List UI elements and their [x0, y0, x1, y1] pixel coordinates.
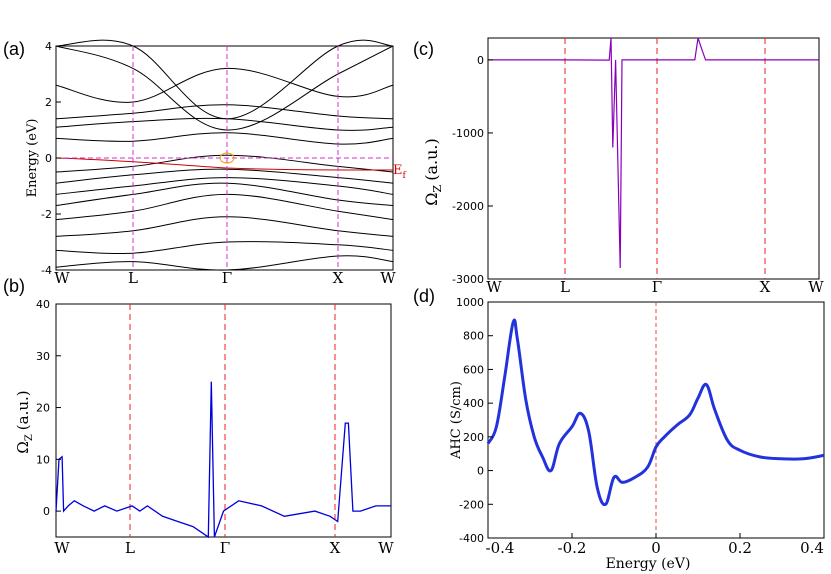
ytick-label: 2: [45, 96, 52, 109]
ytick-label: 4: [45, 40, 52, 53]
ytick-label: 400: [463, 397, 484, 410]
xtick-label: 0.2: [728, 539, 752, 557]
panel-b-curve: [55, 381, 391, 539]
band-line-7: [55, 168, 394, 184]
panel-b-yticks: 0 10 20 30 40: [36, 298, 61, 518]
omega-z-curve: [488, 37, 819, 269]
band-line-10: [55, 117, 394, 131]
kpoint-label-3: X: [760, 278, 771, 296]
kpoint-label-1: L: [128, 269, 138, 287]
panel-c-ylabel: ΩZ (a.u.): [422, 138, 444, 205]
fermi-label: Ef: [393, 163, 407, 181]
ytick-label: -400: [459, 532, 484, 545]
panel-d-xticks: -0.4 -0.2 0 0.2 0.4: [486, 533, 825, 557]
xtick-label: -0.4: [486, 539, 515, 557]
ytick-label: 0: [45, 152, 52, 165]
ytick-label: 10: [36, 453, 50, 466]
panel-a-band-structure: -4 -2 0 2 4 W L Γ X W Energy (eV) Ef: [25, 39, 407, 287]
ytick-label: 200: [463, 431, 484, 444]
panel-d-xlabel: Energy (eV): [606, 556, 691, 572]
panel-b-berry-curvature: 0 10 20 30 40 W L Γ X W ΩZ (a.u.): [14, 298, 394, 557]
ahc-curve: [486, 318, 825, 507]
ytick-label: -3000: [452, 273, 484, 286]
panel-b-kpoint-lines: [129, 304, 336, 537]
band-line-14: [55, 67, 394, 103]
panel-b-ylabel: ΩZ (a.u.): [14, 390, 35, 453]
band-line-11: [55, 104, 394, 120]
panel-a-bands: [55, 39, 394, 271]
panel-label-b: (b): [3, 276, 25, 296]
ytick-label: -1000: [452, 127, 484, 140]
band-line-2: [55, 241, 394, 255]
panel-c-berry-curvature: 0 -1000 -2000 -3000 W L Γ X W ΩZ (a.u.): [422, 37, 824, 296]
gamma-circle-marker: [219, 152, 235, 164]
kpoint-label-2: Γ: [222, 269, 232, 287]
ytick-label: -200: [459, 498, 484, 511]
fermi-label-sub: f: [403, 171, 407, 181]
panel-label-c: (c): [413, 39, 434, 59]
panel-c-yticks: 0 -1000 -2000 -3000: [452, 54, 493, 286]
panel-b-ylabel-unit: (a.u.): [14, 390, 32, 430]
panel-a-kpoint-lines: [56, 46, 393, 270]
ytick-label: 0: [477, 465, 484, 478]
xtick-label: 0.4: [800, 539, 824, 557]
xtick-label: 0: [651, 539, 661, 557]
omega-z-curve: [55, 381, 391, 539]
panel-b-frame: [55, 303, 392, 538]
kpoint-label-0: W: [54, 269, 70, 287]
panel-c-frame: [487, 37, 820, 280]
ytick-label: 1000: [456, 296, 484, 309]
panel-c-ylabel-main: Ω: [422, 192, 441, 205]
panel-b-ylabel-sub: Z: [24, 434, 35, 441]
kpoint-label-2: Γ: [220, 539, 230, 557]
kpoint-label-3: X: [330, 539, 341, 557]
ytick-label: -2000: [452, 200, 484, 213]
ytick-label: -2: [41, 208, 52, 221]
kpoint-label-0: W: [54, 539, 70, 557]
fermi-label-main: E: [393, 163, 403, 178]
panel-c-ylabel-sub: Z: [431, 184, 444, 192]
kpoint-label-3: X: [333, 269, 344, 287]
band-line-8: [55, 154, 394, 173]
panel-a-ylabel: Energy (eV): [25, 119, 40, 198]
kpoint-label-0: W: [486, 278, 502, 296]
panel-b-ylabel-main: Ω: [14, 441, 32, 453]
xtick-label: -0.2: [558, 539, 587, 557]
band-line-13: [55, 39, 394, 120]
panel-c-curve: [488, 37, 819, 269]
panel-d-yticks: -400 -200 0 200 400 600 800 1000: [456, 296, 493, 545]
band-line-1: [55, 255, 394, 271]
ytick-label: 800: [463, 330, 484, 343]
panel-d-ylabel: AHC (S/cm): [449, 381, 464, 460]
ytick-label: 40: [36, 298, 50, 311]
ytick-label: 30: [36, 350, 50, 363]
band-line-3: [55, 216, 394, 237]
kpoint-label-2: Γ: [652, 278, 662, 296]
panel-c-kpoint-lines: [564, 38, 766, 279]
kpoint-label-4: W: [378, 539, 394, 557]
panel-c-ylabel-unit: (a.u.): [422, 138, 441, 181]
kpoint-label-1: L: [125, 539, 135, 557]
kpoint-label-1: L: [560, 278, 570, 296]
ytick-label: 20: [36, 402, 50, 415]
panel-d-ahc: -400 -200 0 200 400 600 800 1000 -0.4 -0.2 0 0.2 0.…: [449, 296, 825, 572]
band-line-6: [55, 177, 394, 195]
kpoint-label-4: W: [380, 269, 396, 287]
panel-d-curve: [486, 318, 825, 507]
ytick-label: 0: [477, 54, 484, 67]
panel-label-a: (a): [3, 39, 25, 59]
ytick-label: 0: [43, 505, 50, 518]
panel-label-d: (d): [413, 286, 435, 306]
band-line-12: [55, 45, 394, 131]
panel-a-yticks: -4 -2 0 2 4: [41, 40, 61, 277]
ytick-label: 600: [463, 363, 484, 376]
band-line-9: [55, 132, 394, 145]
kpoint-label-4: W: [808, 278, 824, 296]
ytick-label: -4: [41, 264, 52, 277]
